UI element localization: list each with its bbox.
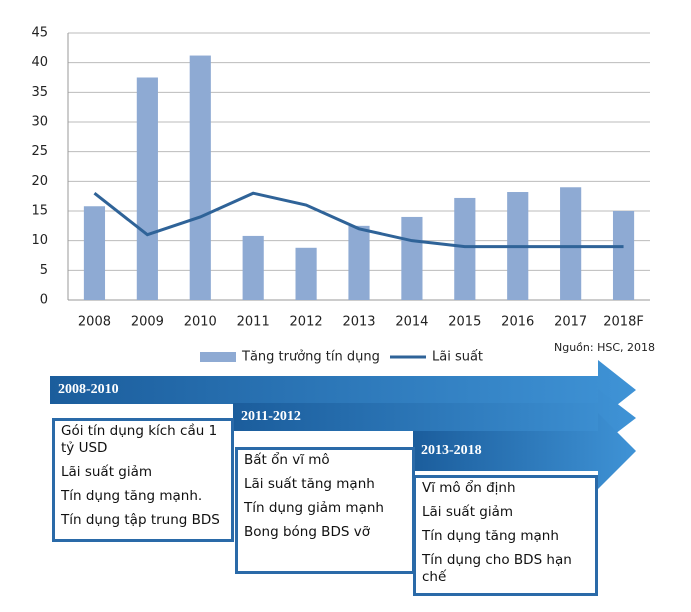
x-tick-label: 2010 [184, 315, 217, 330]
stage-item: Tín dụng tập trung BDS [61, 512, 220, 528]
stage-box: Bất ổn vĩ mô Lãi suất tăng mạnh Tín dụng g… [235, 447, 415, 574]
legend-swatch [200, 352, 236, 362]
timeline-arrow [413, 413, 636, 489]
stage-item: Lãi suất giảm [61, 464, 153, 480]
x-tick-label: 2009 [131, 315, 164, 330]
stage-item: Tín dụng tăng mạnh. [61, 488, 203, 504]
bar [136, 77, 158, 300]
period-label: 2013-2018 [421, 443, 482, 458]
y-tick-label: 25 [31, 144, 48, 159]
bar [401, 216, 423, 300]
stage-box: Vĩ mô ổn định Lãi suất giảm Tín dụng tăng … [413, 475, 598, 596]
y-tick-label: 40 [31, 55, 48, 70]
x-tick-label: 2011 [237, 315, 270, 330]
bar [242, 235, 264, 300]
bar [189, 55, 211, 301]
legend-label: Tăng trưởng tín dụng [241, 350, 380, 365]
period-label: 2011-2012 [241, 409, 301, 424]
x-tick-label: 2016 [501, 315, 534, 330]
y-tick-label: 30 [31, 115, 48, 130]
stage-item: Bất ổn vĩ mô [244, 452, 330, 468]
y-tick-label: 10 [31, 233, 48, 248]
line [93, 191, 624, 249]
y-tick-label: 35 [31, 85, 48, 100]
stage-item: Lãi suất tăng mạnh [244, 476, 375, 492]
x-tick-label: 2017 [554, 315, 587, 330]
bar [454, 197, 476, 300]
stage-item: Vĩ mô ổn định [422, 480, 516, 496]
bar [83, 206, 106, 300]
stage-item: Bong bóng BDS vỡ [244, 524, 370, 540]
bar [560, 187, 582, 300]
x-tick-label: 2018F [603, 315, 644, 330]
stage-item: Tín dụng cho BDS hạn chế [422, 552, 572, 585]
y-tick-label: 15 [31, 204, 48, 219]
stage-box: Gói tín dụng kích cầu 1 tỷ USD Lãi suất g… [52, 418, 234, 542]
y-tick-label: 20 [31, 174, 48, 189]
stage-item: Lãi suất giảm [422, 504, 514, 520]
timeline-arrow [233, 389, 636, 447]
x-tick-label: 2014 [395, 315, 428, 330]
stage-item: Gói tín dụng kích cầu 1 tỷ USD [61, 423, 218, 456]
stage-item: Tín dụng tăng mạnh [422, 528, 559, 544]
y-tick-label: 45 [31, 26, 48, 41]
source-note: Nguồn: HSC, 2018 [554, 341, 655, 354]
x-tick-label: 2013 [342, 315, 375, 330]
bar [295, 247, 317, 300]
bar [612, 211, 635, 300]
x-tick-label: 2012 [290, 315, 323, 330]
bar [348, 225, 370, 300]
stage-item: Tín dụng giảm mạnh [244, 500, 384, 516]
x-tick-label: 2015 [448, 315, 481, 330]
y-tick-label: 5 [40, 263, 48, 278]
y-tick-label: 0 [40, 293, 48, 308]
period-label: 2008-2010 [58, 382, 119, 397]
timeline-arrow [50, 360, 636, 420]
legend-label: Lãi suất [432, 350, 483, 365]
x-tick-label: 2008 [78, 315, 111, 330]
